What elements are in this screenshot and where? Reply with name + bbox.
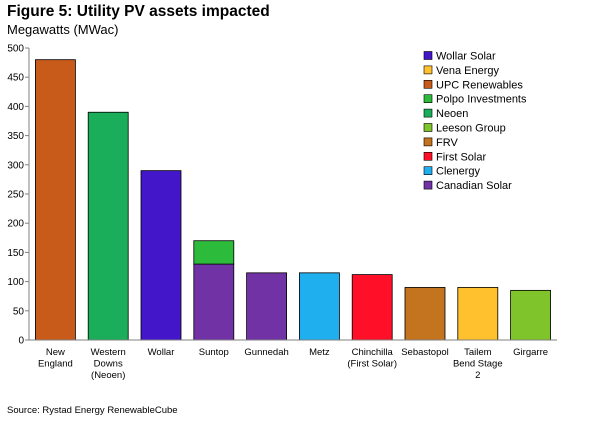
x-tick-label: Bend Stage — [453, 359, 503, 370]
bar — [193, 240, 235, 265]
x-tick-label: Tailem — [464, 347, 492, 358]
x-tick-label: Western — [91, 347, 126, 358]
bar — [87, 111, 129, 341]
y-tick-label: 500 — [7, 44, 24, 55]
legend-label: UPC Renewables — [436, 79, 523, 91]
legend-label: Canadian Solar — [436, 180, 512, 192]
legend-label: Clenergy — [436, 166, 481, 178]
y-tick-label: 50 — [13, 306, 25, 317]
chart-title: Figure 5: Utility PV assets impacted — [7, 3, 270, 20]
bar — [510, 289, 552, 341]
legend-swatch — [423, 80, 433, 89]
x-tick-label: Suntop — [199, 347, 229, 358]
legend-label: Wollar Solar — [436, 51, 496, 63]
bar — [35, 59, 76, 341]
legend-swatch — [423, 108, 433, 118]
x-tick-label: Wollar — [148, 347, 175, 358]
legend-swatch — [423, 166, 433, 175]
y-tick-label: 400 — [7, 102, 24, 113]
legend-swatch — [423, 152, 433, 161]
legend-swatch — [423, 65, 433, 75]
legend-label: FRV — [436, 137, 458, 149]
legend-swatch — [423, 123, 433, 132]
x-tick-label: New — [46, 347, 65, 358]
legend-label: Polpo Investments — [436, 94, 527, 106]
x-tick-label: Metz — [309, 347, 330, 358]
source-note: Source: Rystad Energy RenewableCube — [7, 405, 178, 416]
x-tick-label: Downs — [94, 359, 123, 370]
x-tick-label: Gunnedah — [244, 347, 288, 358]
x-tick-label: Chinchilla — [352, 347, 394, 358]
x-tick-label: Girgarre — [513, 347, 548, 358]
legend-label: Leeson Group — [436, 123, 506, 135]
x-tick-label: (First Solar) — [347, 359, 397, 370]
y-tick-label: 100 — [7, 277, 24, 288]
x-tick-label: England — [38, 359, 73, 370]
y-tick-label: 200 — [7, 219, 24, 230]
legend-swatch — [423, 51, 433, 60]
legend-label: First Solar — [436, 151, 486, 163]
bar — [140, 170, 182, 341]
legend-swatch — [423, 137, 433, 147]
x-tick-label: 2 — [475, 370, 480, 381]
legend-swatch — [423, 180, 433, 190]
chart-subtitle: Megawatts (MWac) — [7, 22, 119, 37]
y-tick-label: 150 — [7, 248, 24, 259]
y-tick-label: 250 — [7, 190, 24, 201]
x-tick-label: Sebastopol — [401, 347, 449, 358]
y-tick-label: 0 — [18, 336, 24, 347]
y-tick-label: 350 — [7, 131, 24, 142]
x-tick-label: (Neoen) — [91, 370, 125, 381]
y-tick-label: 450 — [7, 73, 24, 84]
bar — [193, 263, 235, 341]
y-tick-label: 300 — [7, 160, 24, 171]
bar — [404, 287, 446, 341]
legend-swatch — [423, 94, 433, 103]
bar — [457, 287, 499, 341]
legend-label: Vena Energy — [436, 65, 499, 77]
legend-label: Neoen — [436, 108, 468, 120]
bar — [298, 272, 340, 341]
bar — [246, 272, 288, 341]
bar — [351, 274, 393, 341]
